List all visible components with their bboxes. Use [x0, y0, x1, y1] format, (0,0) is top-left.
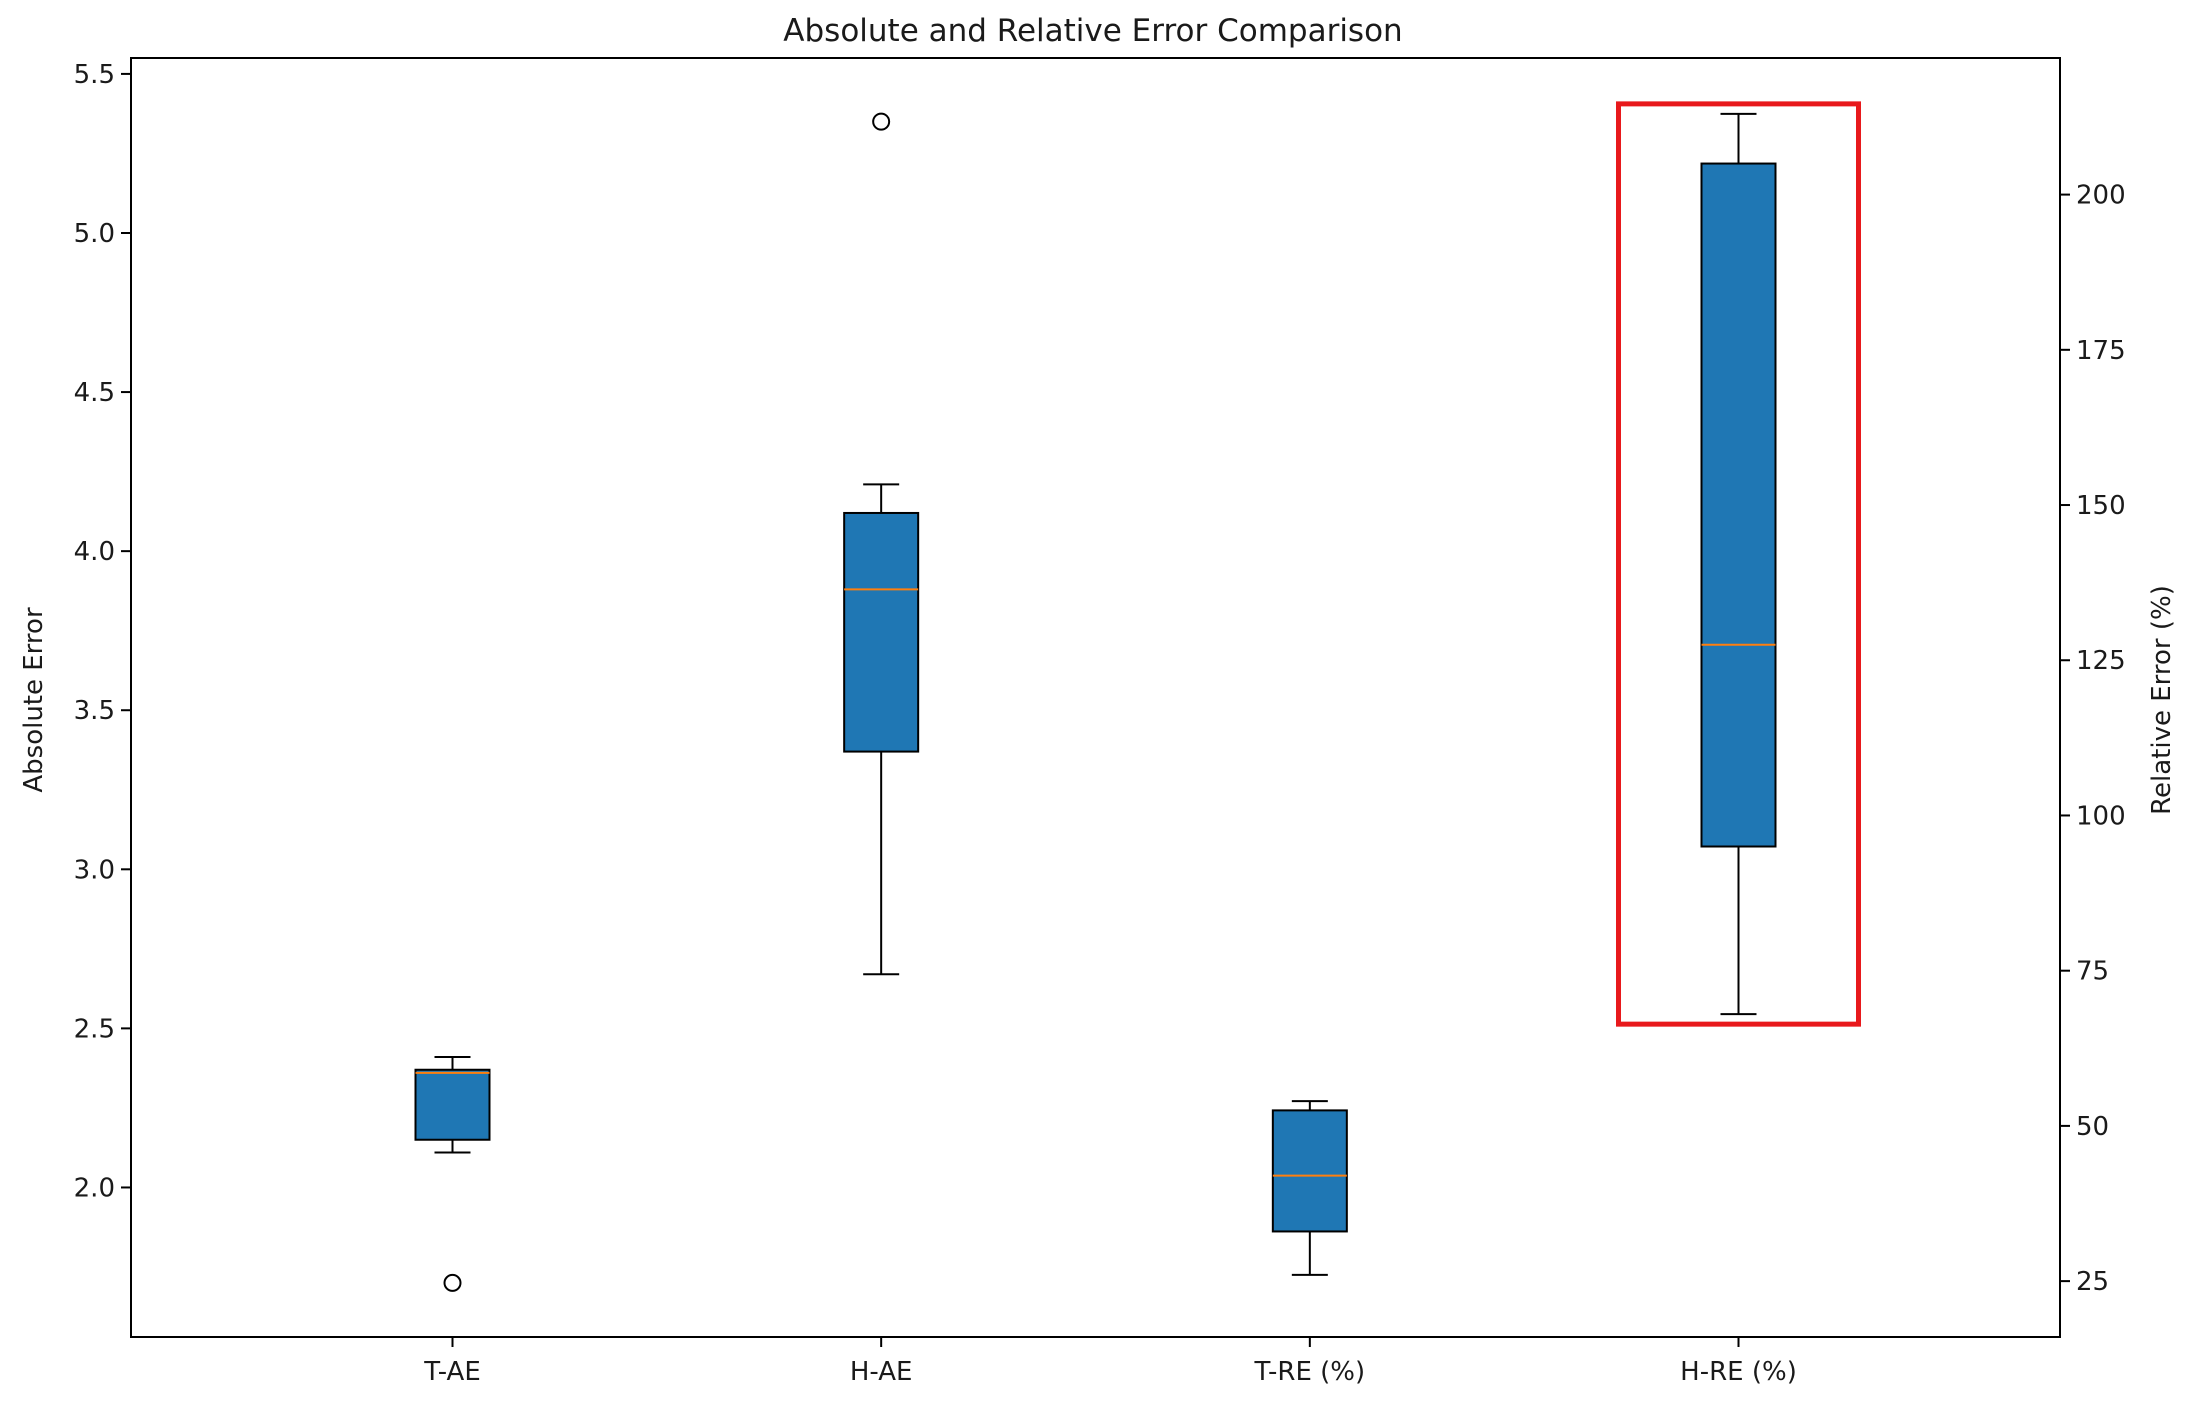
right-tick-label: 50: [2076, 1112, 2109, 1142]
right-tick-label: 25: [2076, 1267, 2109, 1297]
left-tick-label: 4.0: [74, 537, 115, 567]
outlier-point: [872, 112, 891, 131]
right-tick-label: 175: [2076, 336, 2126, 366]
right-tick-label: 125: [2076, 646, 2126, 676]
plot-area-frame: [130, 57, 2061, 1338]
left-tick-label: 3.0: [74, 855, 115, 885]
box-t-re: [1271, 1100, 1348, 1276]
x-axis: T-AE H-AE T-RE (%) H-RE (%): [423, 1337, 1797, 1387]
iqr-box: [843, 511, 920, 753]
right-tick-label: 200: [2076, 181, 2126, 211]
left-tick-label: 5.0: [74, 219, 115, 249]
right-tick-label: 150: [2076, 491, 2126, 521]
iqr-box: [414, 1068, 491, 1141]
iqr-box: [1700, 162, 1777, 848]
x-tick-label: T-RE (%): [1254, 1357, 1366, 1387]
box-series: [414, 112, 1777, 1292]
iqr-box: [1271, 1109, 1348, 1233]
outlier-point: [443, 1273, 462, 1292]
left-tick-label: 2.0: [74, 1173, 115, 1203]
box-t-ae: [414, 1056, 491, 1292]
left-tick-label: 2.5: [74, 1014, 115, 1044]
box-h-ae: [843, 112, 920, 976]
x-tick-label: H-RE (%): [1680, 1357, 1797, 1387]
chart-title: Absolute and Relative Error Comparison: [783, 13, 1402, 49]
x-tick-label: H-AE: [850, 1357, 913, 1387]
right-tick-label: 75: [2076, 957, 2109, 987]
x-tick-label: T-AE: [423, 1357, 481, 1387]
left-tick-label: 3.5: [74, 696, 115, 726]
left-tick-label: 4.5: [74, 378, 115, 408]
right-y-axis: 25 50 75 100 125 150 175 200: [2060, 181, 2126, 1297]
left-y-axis-title: Absolute Error: [19, 607, 49, 793]
highlight-box: [1616, 101, 1861, 1027]
right-tick-label: 100: [2076, 801, 2126, 831]
left-y-axis: 2.0 2.5 3.0 3.5 4.0 4.5 5.0 5.5: [74, 60, 131, 1203]
box-h-re: [1700, 112, 1777, 1016]
right-y-axis-title: Relative Error (%): [2147, 585, 2177, 815]
left-tick-label: 5.5: [74, 60, 115, 90]
